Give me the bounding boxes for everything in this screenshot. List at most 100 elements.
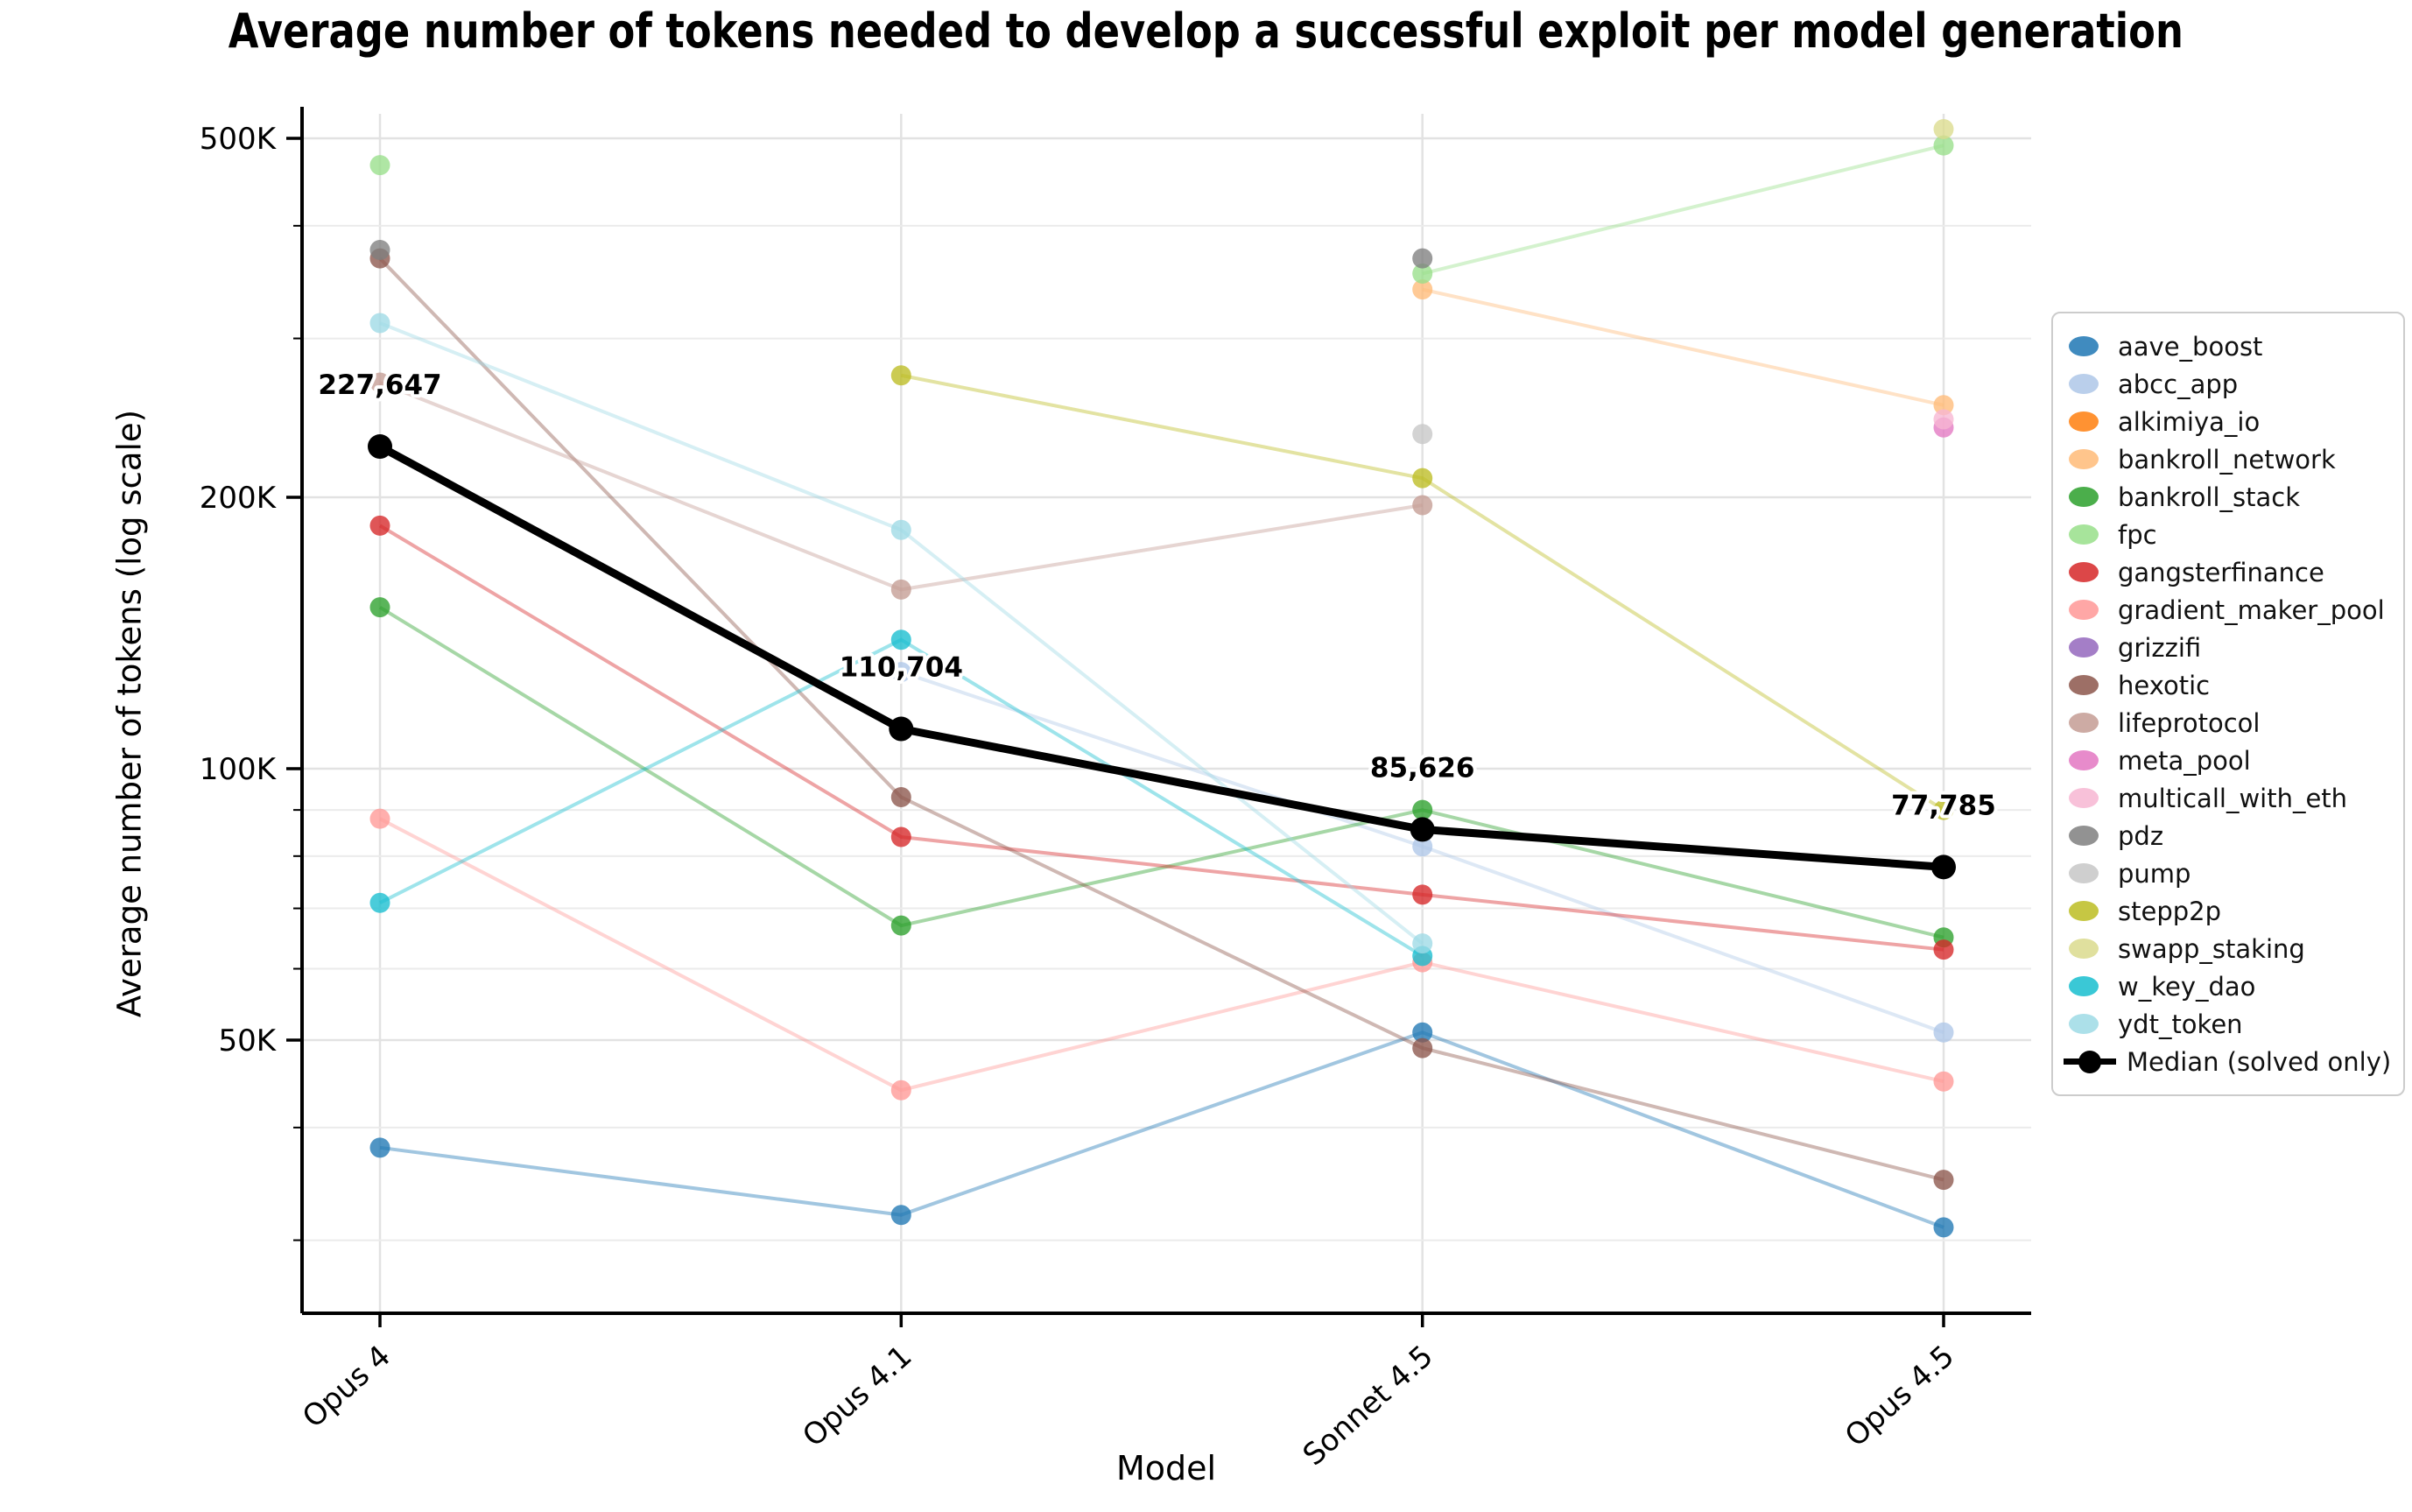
point-aave_boost-Sonnet 4.5 xyxy=(1412,1022,1433,1043)
point-gangsterfinance-Opus 4.5 xyxy=(1933,939,1954,960)
point-abcc_app-Sonnet 4.5 xyxy=(1412,836,1433,857)
x-tick-label: Opus 4 xyxy=(296,1339,397,1435)
legend-label: meta_pool xyxy=(2118,745,2251,776)
point-hexotic-Opus 4.5 xyxy=(1933,1170,1954,1191)
legend-marker-icon xyxy=(2069,713,2099,733)
legend-label: Median (solved only) xyxy=(2127,1046,2392,1077)
legend-marker-icon xyxy=(2069,336,2099,356)
legend-label: pump xyxy=(2118,858,2191,889)
point-ydt_token-Opus 4.1 xyxy=(890,519,911,540)
point-fpc-Opus 4 xyxy=(369,155,390,176)
median-line-icon xyxy=(2064,1050,2116,1073)
point-bankroll_network-Sonnet 4.5 xyxy=(1412,279,1433,300)
legend-label: pdz xyxy=(2118,820,2164,851)
median-line xyxy=(376,442,1948,871)
legend-item-swapp_staking: swapp_staking xyxy=(2069,930,2387,967)
legend-label: aave_boost xyxy=(2118,331,2263,362)
point-swapp_staking-Opus 4.5 xyxy=(1933,118,1954,139)
series-line-bankroll_network xyxy=(1422,287,1944,407)
legend-label: swapp_staking xyxy=(2118,933,2305,964)
point-hexotic-Sonnet 4.5 xyxy=(1412,1037,1433,1058)
series-line-gangsterfinance xyxy=(378,524,1944,952)
legend-marker-icon xyxy=(2069,411,2099,432)
legend-label: stepp2p xyxy=(2118,896,2221,926)
legend-marker-icon xyxy=(2069,487,2099,507)
median-annotation-Sonnet 4.5: 85,626 xyxy=(1370,752,1475,784)
y-tick-label: 500K xyxy=(200,122,278,157)
point-pdz-Sonnet 4.5 xyxy=(1412,248,1433,269)
point-ydt_token-Opus 4 xyxy=(369,313,390,334)
point-aave_boost-Opus 4 xyxy=(369,1137,390,1158)
legend-marker-icon xyxy=(2069,675,2099,695)
legend-label: ydt_token xyxy=(2118,1009,2243,1039)
x-tick-label: Opus 4.1 xyxy=(796,1339,918,1454)
point-gangsterfinance-Opus 4.1 xyxy=(890,826,911,847)
legend-label: fpc xyxy=(2118,519,2157,550)
y-tick-label: 100K xyxy=(200,752,278,787)
point-bankroll_stack-Opus 4 xyxy=(369,597,390,618)
legend-marker-icon xyxy=(2069,826,2099,846)
point-abcc_app-Opus 4.1 xyxy=(890,662,911,683)
legend-item-abcc_app: abcc_app xyxy=(2069,365,2387,403)
legend-label: abcc_app xyxy=(2118,369,2239,399)
x-tick-label: Opus 4.5 xyxy=(1839,1339,1961,1454)
y-tick-label: 200K xyxy=(200,481,278,516)
point-aave_boost-Opus 4.1 xyxy=(890,1205,911,1226)
x-axis-title: Model xyxy=(1115,1449,1217,1487)
point-fpc-Opus 4.5 xyxy=(1933,135,1954,156)
legend-item-stepp2p: stepp2p xyxy=(2069,892,2387,930)
point-ydt_token-Sonnet 4.5 xyxy=(1412,933,1433,954)
legend-marker-icon xyxy=(2069,901,2099,921)
legend-item-grizzifi: grizzifi xyxy=(2069,629,2387,666)
median-point-Opus 4.1 xyxy=(889,716,914,742)
median-point-Opus 4.5 xyxy=(1931,854,1956,880)
legend-label: alkimiya_io xyxy=(2118,406,2261,437)
point-lifeprotocol-Opus 4 xyxy=(369,372,390,393)
legend-marker-icon xyxy=(2069,750,2099,770)
legend-item-lifeprotocol: lifeprotocol xyxy=(2069,704,2387,742)
legend-marker-icon xyxy=(2069,1014,2099,1034)
legend-label: gradient_maker_pool xyxy=(2118,594,2385,625)
legend-marker-icon xyxy=(2069,562,2099,582)
legend-item-alkimiya_io: alkimiya_io xyxy=(2069,403,2387,440)
legend-label: bankroll_stack xyxy=(2118,482,2300,512)
legend-item-gradient_maker_pool: gradient_maker_pool xyxy=(2069,591,2387,629)
legend-item-meta_pool: meta_pool xyxy=(2069,742,2387,779)
legend-item-gangsterfinance: gangsterfinance xyxy=(2069,553,2387,591)
y-tick-label: 50K xyxy=(218,1023,277,1058)
legend-marker-icon xyxy=(2069,939,2099,959)
point-pdz-Opus 4 xyxy=(369,240,390,261)
legend-item-w_key_dao: w_key_dao xyxy=(2069,967,2387,1005)
point-abcc_app-Opus 4.5 xyxy=(1933,1022,1954,1043)
point-hexotic-Opus 4.1 xyxy=(890,786,911,807)
point-stepp2p-Opus 4.5 xyxy=(1933,799,1954,820)
legend-item-median: Median (solved only) xyxy=(2064,1043,2391,1080)
legend-item-aave_boost: aave_boost xyxy=(2069,327,2387,365)
median-point-Opus 4 xyxy=(368,434,392,460)
legend-item-hexotic: hexotic xyxy=(2069,666,2387,704)
legend-item-pump: pump xyxy=(2069,854,2387,892)
legend-item-multicall_with_eth: multicall_with_eth xyxy=(2069,779,2387,817)
series-line-hexotic xyxy=(378,257,1944,1182)
point-stepp2p-Sonnet 4.5 xyxy=(1412,468,1433,489)
legend-label: lifeprotocol xyxy=(2118,707,2261,738)
chart-title: Average number of tokens needed to devel… xyxy=(228,4,2184,59)
point-gangsterfinance-Sonnet 4.5 xyxy=(1412,884,1433,905)
median-annotation-Opus 4.5: 77,785 xyxy=(1891,790,1996,821)
series-line-bankroll_stack xyxy=(378,605,1944,939)
legend-item-bankroll_network: bankroll_network xyxy=(2069,440,2387,478)
point-gradient_maker_pool-Opus 4.5 xyxy=(1933,1071,1954,1092)
point-lifeprotocol-Sonnet 4.5 xyxy=(1412,495,1433,516)
point-lifeprotocol-Opus 4.1 xyxy=(890,579,911,600)
legend-item-pdz: pdz xyxy=(2069,817,2387,854)
legend-label: grizzifi xyxy=(2118,632,2202,663)
series-line-fpc xyxy=(1422,144,1944,276)
point-bankroll_stack-Sonnet 4.5 xyxy=(1412,799,1433,820)
point-gradient_maker_pool-Opus 4 xyxy=(369,808,390,829)
legend-label: gangsterfinance xyxy=(2118,557,2324,587)
point-fpc-Sonnet 4.5 xyxy=(1412,264,1433,285)
legend-marker-icon xyxy=(2069,863,2099,883)
point-gradient_maker_pool-Opus 4.1 xyxy=(890,1079,911,1101)
